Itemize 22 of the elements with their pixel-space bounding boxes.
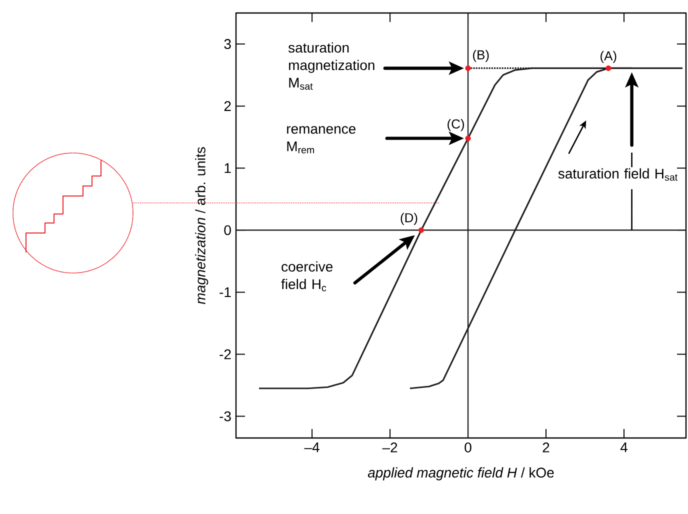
annotation: coercive field H$_{c}$: [281, 261, 333, 292]
x-tick-label: –4: [304, 442, 320, 452]
x-tick-label: 0: [464, 442, 472, 452]
annotation: (B): [473, 50, 489, 62]
y-axis-title: magnetization / arb. units: [195, 147, 208, 304]
x-tick-label: –2: [382, 442, 398, 452]
y-tick-label: -3: [220, 411, 231, 422]
y-tick-label: -2: [220, 349, 231, 360]
x-axis-title: applied magnetic field H / kOe: [368, 467, 554, 480]
annotation: (A): [600, 50, 616, 64]
annotation: (C): [448, 119, 464, 132]
y-tick-label: 3: [224, 39, 231, 49]
annotation: remanence M$_{rem}$: [287, 126, 356, 154]
y-tick-label: 0: [224, 225, 231, 236]
x-tick-label: 4: [620, 442, 628, 452]
y-tick-label: 1: [224, 163, 231, 173]
y-tick-label: 2: [224, 101, 231, 111]
x-tick-label: 2: [542, 442, 550, 452]
annotation: (D): [400, 212, 418, 225]
annotation: saturation magnetization M$_{sat}$: [288, 42, 374, 90]
y-tick-label: -1: [220, 287, 231, 298]
annotation: saturation field H$_{sat}$: [558, 168, 678, 181]
